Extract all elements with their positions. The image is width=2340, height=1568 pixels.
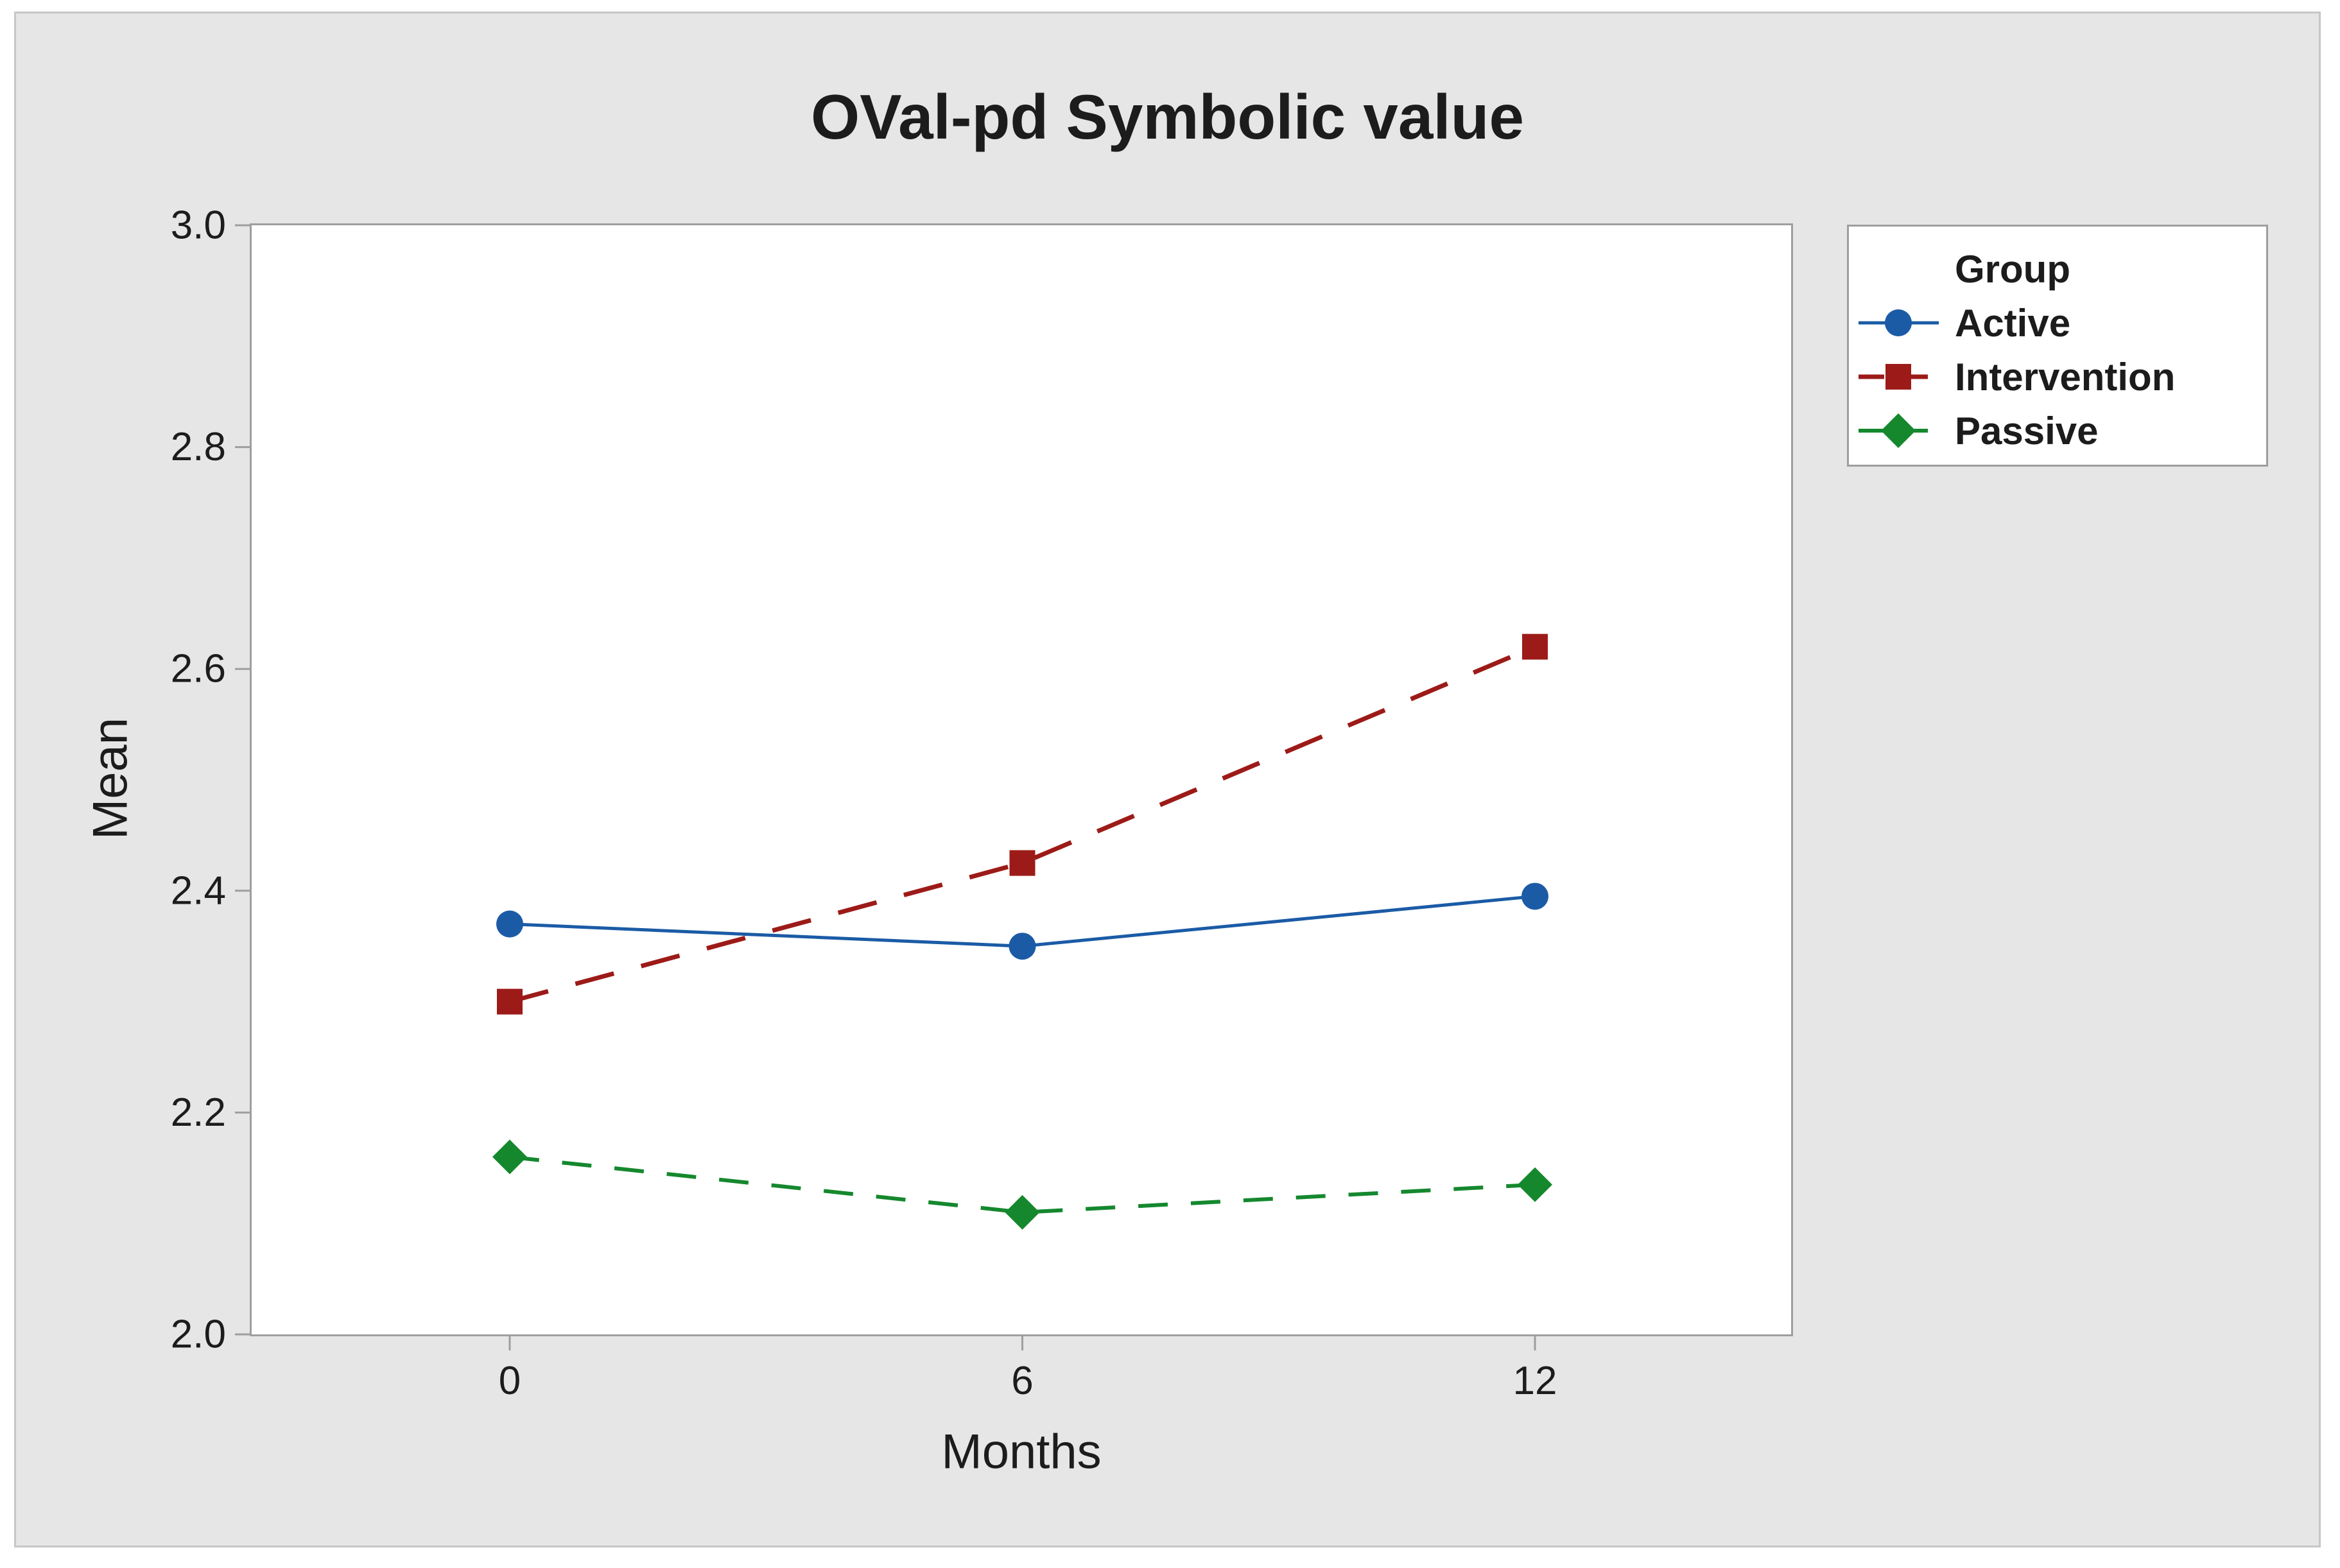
x-axis-title: Months (941, 1424, 1102, 1479)
legend-marker-active (1885, 309, 1912, 336)
legend-marker-passive (1881, 413, 1916, 448)
plot-area (250, 223, 1793, 1336)
legend-marker-intervention (1885, 364, 1911, 390)
y-axis-title: Mean (83, 717, 138, 840)
legend-item-intervention: Intervention (1859, 355, 2176, 399)
legend-item-label: Active (1955, 301, 2071, 345)
legend-item-label: Intervention (1955, 355, 2176, 399)
legend-item-active: Active (1859, 301, 2071, 345)
legend: Group Active Intervention Passive (1847, 225, 2268, 467)
legend-swatch-intervention (1859, 364, 1939, 390)
legend-swatch-active (1859, 309, 1939, 336)
legend-item-label: Passive (1955, 409, 2099, 452)
legend-item-passive: Passive (1859, 409, 2099, 452)
legend-title: Group (1955, 248, 2070, 291)
legend-swatch-passive (1859, 413, 1939, 448)
chart-title: OVal-pd Symbolic value (810, 82, 1525, 152)
